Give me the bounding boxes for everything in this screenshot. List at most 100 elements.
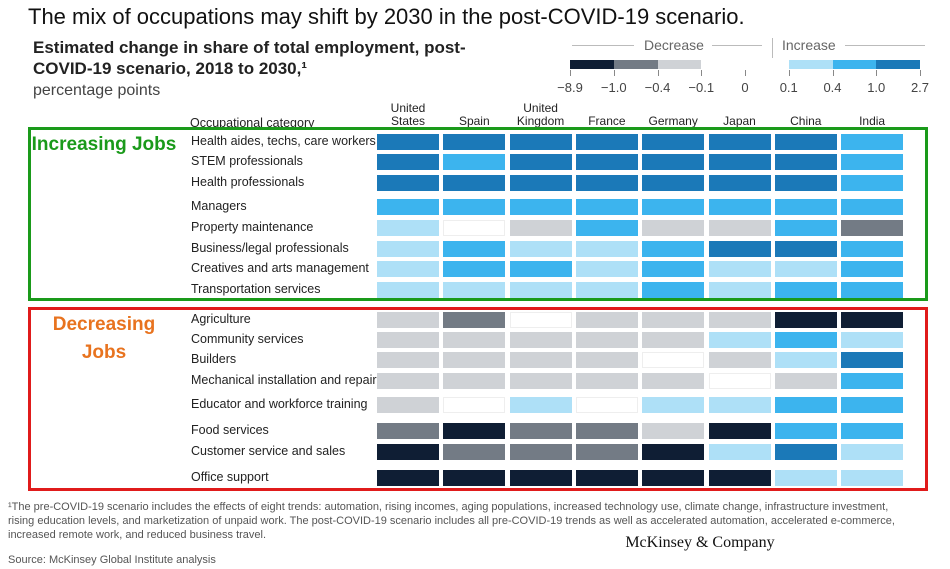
cell	[708, 261, 771, 277]
cell	[642, 241, 705, 257]
chart-title: The mix of occupations may shift by 2030…	[28, 4, 745, 29]
cell	[708, 282, 771, 298]
cell	[509, 282, 572, 298]
legend-tick	[876, 70, 878, 76]
cell	[377, 175, 439, 191]
cell	[443, 154, 506, 170]
cell	[642, 175, 705, 191]
row-label: Agriculture	[191, 312, 251, 326]
cell	[841, 470, 904, 486]
cell	[841, 352, 904, 368]
cell	[377, 220, 439, 236]
cell	[841, 332, 904, 348]
cell	[774, 352, 837, 368]
cell	[509, 241, 572, 257]
group-label: Decreasing Jobs	[52, 314, 156, 363]
cell	[443, 352, 506, 368]
cell	[509, 175, 572, 191]
column-header: United States	[390, 101, 426, 128]
column-header: China	[790, 114, 822, 128]
row-label: Transportation services	[191, 282, 321, 296]
cell	[443, 312, 506, 328]
cell	[509, 154, 572, 170]
unit-label: percentage points	[33, 82, 161, 99]
cell	[708, 423, 771, 439]
logo: McKinsey & Company	[625, 534, 775, 551]
cell	[575, 352, 638, 368]
legend-swatch	[745, 60, 789, 69]
column-header: Japan	[723, 114, 756, 128]
cell	[509, 470, 572, 486]
cell	[841, 154, 904, 170]
cell	[708, 220, 771, 236]
cell	[443, 373, 506, 389]
row-label: Community services	[191, 332, 304, 346]
legend-arrow	[572, 45, 634, 46]
legend-tick-label: 1.0	[867, 80, 886, 95]
row-label: Food services	[191, 423, 269, 437]
cell	[575, 470, 638, 486]
cell	[841, 373, 904, 389]
cell	[841, 175, 904, 191]
legend-swatch	[657, 60, 702, 69]
cell	[377, 423, 439, 439]
cell	[377, 332, 439, 348]
row-label: Managers	[191, 199, 247, 213]
cell	[642, 261, 705, 277]
cell	[509, 220, 572, 236]
column-header: India	[859, 114, 886, 128]
cell	[642, 154, 705, 170]
column-header: France	[588, 114, 626, 128]
cell	[575, 282, 638, 298]
cell	[509, 199, 572, 215]
cell	[774, 332, 837, 348]
cell	[774, 470, 837, 486]
legend-tick-label: 0.4	[823, 80, 842, 95]
row-label: STEM professionals	[191, 154, 303, 168]
cell	[708, 134, 771, 150]
cell	[443, 332, 506, 348]
legend-label: Decrease	[640, 37, 708, 53]
cell	[575, 134, 638, 150]
source: Source: McKinsey Global Institute analys…	[8, 554, 216, 566]
cell	[708, 199, 771, 215]
cell	[708, 312, 771, 328]
cell	[377, 154, 439, 170]
cell	[642, 332, 705, 348]
cell	[377, 261, 439, 277]
legend-tick	[613, 70, 615, 76]
column-header: United Kingdom	[516, 101, 565, 128]
cell	[509, 352, 572, 368]
cell	[377, 282, 439, 298]
cell	[377, 444, 439, 460]
cell	[509, 134, 572, 150]
cell	[708, 154, 771, 170]
legend-arrow	[845, 45, 925, 46]
cell	[774, 312, 837, 328]
legend-tick	[570, 70, 571, 76]
cell	[774, 154, 837, 170]
legend-tick-label: 0.1	[779, 80, 798, 95]
cell	[708, 470, 771, 486]
cell	[708, 444, 771, 460]
row-label: Creatives and arts management	[191, 261, 369, 275]
cell	[642, 373, 705, 389]
cell	[642, 444, 705, 460]
cell	[443, 397, 506, 413]
cell	[774, 175, 837, 191]
footnote: ¹The pre-COVID-19 scenario includes the …	[8, 501, 895, 541]
cell	[642, 397, 705, 413]
cell	[443, 423, 506, 439]
cell	[708, 332, 771, 348]
row-label: Mechanical installation and repair	[191, 373, 377, 387]
cell	[443, 444, 506, 460]
cell	[575, 199, 638, 215]
legend-tick-label: −1.0	[600, 80, 627, 95]
cell	[642, 470, 705, 486]
cell	[774, 261, 837, 277]
group-box	[28, 127, 928, 301]
legend-tick	[657, 70, 659, 76]
cell	[841, 282, 904, 298]
cell	[841, 199, 904, 215]
legend-divider	[772, 38, 773, 58]
